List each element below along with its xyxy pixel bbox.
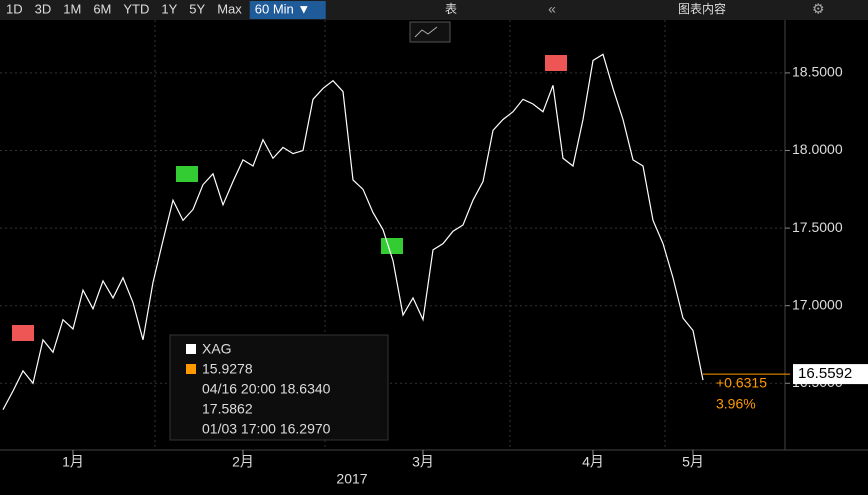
- buy-flag: [381, 238, 403, 254]
- legend-name: XAG: [202, 341, 232, 357]
- x-tick-label: 5月: [682, 454, 704, 470]
- interval-bg: [249, 1, 326, 19]
- collapse-icon[interactable]: «: [548, 1, 556, 17]
- range-button[interactable]: 1Y: [161, 1, 177, 16]
- last-value-label: 16.5592: [798, 365, 852, 382]
- range-button[interactable]: 5Y: [189, 1, 205, 16]
- legend-high: 04/16 20:00 18.6340: [202, 381, 331, 397]
- y-tick-label: 17.5000: [792, 219, 843, 235]
- range-button[interactable]: 6M: [93, 1, 111, 16]
- y-tick-label: 17.0000: [792, 296, 843, 312]
- x-tick-label: 1月: [62, 454, 84, 470]
- range-button[interactable]: 1D: [6, 1, 23, 16]
- settings-icon[interactable]: ⚙: [812, 1, 825, 17]
- range-button[interactable]: 1M: [63, 1, 81, 16]
- legend-swatch: [186, 364, 196, 374]
- x-tick-label: 2月: [232, 454, 254, 470]
- range-button[interactable]: 3D: [35, 1, 52, 16]
- last-value-box: [793, 364, 868, 385]
- change: +0.6315: [716, 375, 767, 391]
- sell-flag: [545, 55, 567, 71]
- interval-button[interactable]: 60 Min ▼: [255, 1, 311, 16]
- buy-flag: [176, 166, 198, 182]
- chart-type-icon: [414, 26, 438, 38]
- legend-low: 01/03 17:00 16.2970: [202, 421, 331, 437]
- y-tick-label: 18.5000: [792, 64, 843, 80]
- range-button[interactable]: YTD: [123, 1, 149, 16]
- month-separators: [154, 20, 666, 450]
- x-axis-label: 2017: [336, 471, 367, 487]
- legend-box: [169, 334, 389, 441]
- price-line: [2, 53, 704, 410]
- table-button[interactable]: 表: [445, 2, 457, 16]
- chart-content[interactable]: 图表内容: [678, 1, 726, 16]
- flags: [12, 55, 567, 341]
- legend-average: 17.5862: [202, 401, 253, 417]
- x-tick-label: 4月: [582, 454, 604, 470]
- sell-flag: [12, 325, 34, 341]
- range-button[interactable]: Max: [217, 1, 242, 16]
- legend-swatch: [186, 344, 196, 354]
- x-tick-label: 3月: [412, 454, 434, 470]
- legend-current: 15.9278: [202, 361, 253, 377]
- y-tick-label: 18.0000: [792, 141, 843, 157]
- toolbar: [0, 0, 868, 20]
- change-percent: 3.96%: [716, 396, 756, 412]
